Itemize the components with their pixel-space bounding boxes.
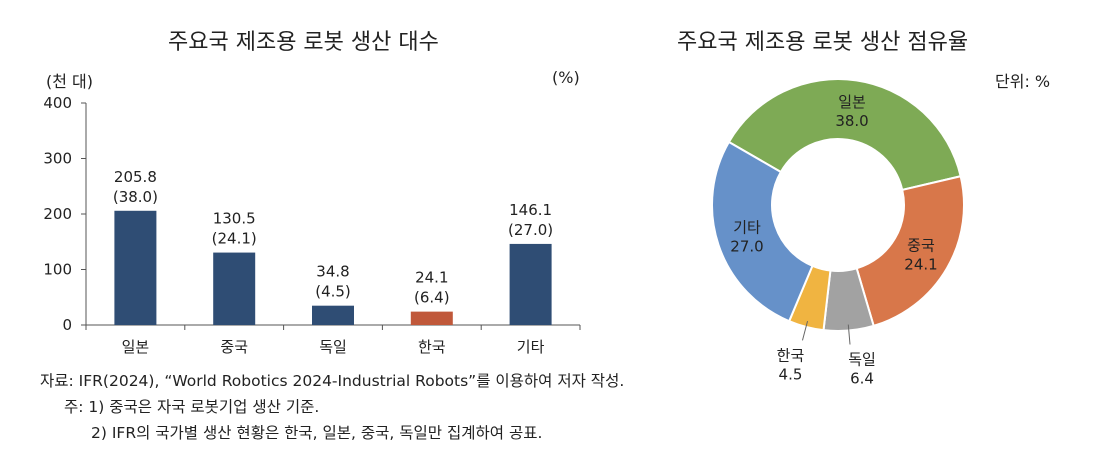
source-note: 자료: IFR(2024), “World Robotics 2024-Indu… (40, 372, 625, 390)
footnote-1: 주: 1) 중국은 자국 로봇기업 생산 기준. (64, 398, 320, 416)
bar-value-label: 24.1 (415, 269, 448, 287)
bar-chart: 0 100 200 300 400 205.8 (38.0) 일본 130.5 (24.1) 중국 3… (43, 94, 581, 356)
donut-slice-value: 24.1 (904, 255, 937, 273)
bar-value-label: 205.8 (114, 168, 157, 186)
y-tick-label: 300 (43, 150, 72, 168)
donut-slice-value: 4.5 (779, 365, 803, 383)
donut-slice (711, 140, 814, 323)
bar-share-label: (6.4) (414, 289, 450, 307)
x-category-label: 기타 (517, 338, 545, 356)
bar (114, 210, 157, 325)
x-category-label: 일본 (122, 338, 150, 356)
donut-leader-line (847, 324, 851, 345)
y-tick-label: 100 (43, 261, 72, 279)
donut-slice-name: 중국 (907, 236, 935, 254)
donut-unit: 단위: % (995, 72, 1051, 91)
bar (312, 305, 354, 325)
footnote-2: 2) IFR의 국가별 생산 현황은 한국, 일본, 중국, 독일만 집계하여 … (91, 424, 543, 442)
bar-value-label: 130.5 (213, 210, 256, 228)
bar-value-label: 146.1 (509, 201, 552, 219)
y-tick-label: 200 (43, 205, 72, 223)
bar (213, 252, 256, 325)
x-category-label: 독일 (319, 338, 347, 356)
donut-slice-name: 일본 (838, 93, 866, 111)
donut-leader-line (801, 320, 809, 341)
bar-share-label: (4.5) (315, 283, 351, 301)
donut-slice (727, 78, 962, 192)
donut-slice-name: 독일 (848, 350, 876, 368)
donut-slice (855, 175, 965, 328)
y-tick-label: 400 (43, 94, 72, 112)
donut-slice-value: 6.4 (850, 369, 874, 387)
bar (509, 243, 552, 325)
bar-y-unit: (천 대) (46, 72, 94, 91)
notes: 자료: IFR(2024), “World Robotics 2024-Indu… (40, 368, 624, 446)
bar (410, 311, 453, 325)
donut-slice-value: 27.0 (730, 238, 763, 256)
bar-chart-title: 주요국 제조용 로봇 생산 대수 (168, 30, 439, 55)
y-tick-label: 0 (62, 316, 72, 334)
bar-share-label: (27.0) (508, 221, 553, 239)
donut-slice-name: 기타 (733, 219, 761, 237)
bar-pct-unit: (%) (552, 68, 580, 87)
x-category-label: 중국 (220, 338, 248, 356)
bar-share-label: (24.1) (212, 230, 257, 248)
donut-chart-title: 주요국 제조용 로봇 생산 점유율 (677, 30, 969, 55)
bar-share-label: (38.0) (113, 188, 158, 206)
donut-slice-value: 38.0 (835, 112, 868, 130)
x-category-label: 한국 (418, 338, 446, 356)
bar-value-label: 34.8 (316, 263, 349, 281)
donut-slice-name: 한국 (777, 346, 805, 364)
